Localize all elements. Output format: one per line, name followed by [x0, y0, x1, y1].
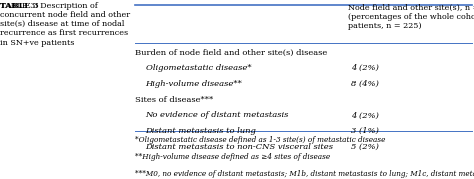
Text: Sites of disease***: Sites of disease***	[135, 96, 213, 104]
Text: ***M0, no evidence of distant metastasis; M1b, distant metastasis to lung; M1c, : ***M0, no evidence of distant metastasis…	[135, 170, 474, 179]
Text: TABLE 3: TABLE 3	[0, 2, 44, 10]
Text: 3 (1%): 3 (1%)	[351, 127, 379, 135]
Text: 4 (2%): 4 (2%)	[351, 111, 379, 119]
Text: Distant metastasis to lung: Distant metastasis to lung	[146, 127, 256, 135]
Text: TABLE 3  Description of
concurrent node field and other
site(s) disease at time : TABLE 3 Description of concurrent node f…	[0, 2, 130, 47]
Text: Oligometastatic disease*: Oligometastatic disease*	[146, 64, 251, 72]
Text: *Oligometastatic disease defined as 1-3 site(s) of metastatic disease: *Oligometastatic disease defined as 1-3 …	[135, 136, 385, 144]
Text: No evidence of distant metastasis: No evidence of distant metastasis	[146, 111, 289, 119]
Text: **High-volume disease defined as ≥4 sites of disease: **High-volume disease defined as ≥4 site…	[135, 153, 330, 161]
Text: 8 (4%): 8 (4%)	[351, 80, 379, 88]
Text: Node field and other site(s), n = 12,
(percentages of the whole cohort of SN+
pa: Node field and other site(s), n = 12, (p…	[348, 4, 474, 30]
Text: 4 (2%): 4 (2%)	[351, 64, 379, 72]
Text: High-volume disease**: High-volume disease**	[146, 80, 242, 88]
Text: 5 (2%): 5 (2%)	[351, 143, 379, 151]
Text: Burden of node field and other site(s) disease: Burden of node field and other site(s) d…	[135, 48, 328, 56]
Text: Distant metastasis to non-CNS visceral sites: Distant metastasis to non-CNS visceral s…	[146, 143, 334, 151]
